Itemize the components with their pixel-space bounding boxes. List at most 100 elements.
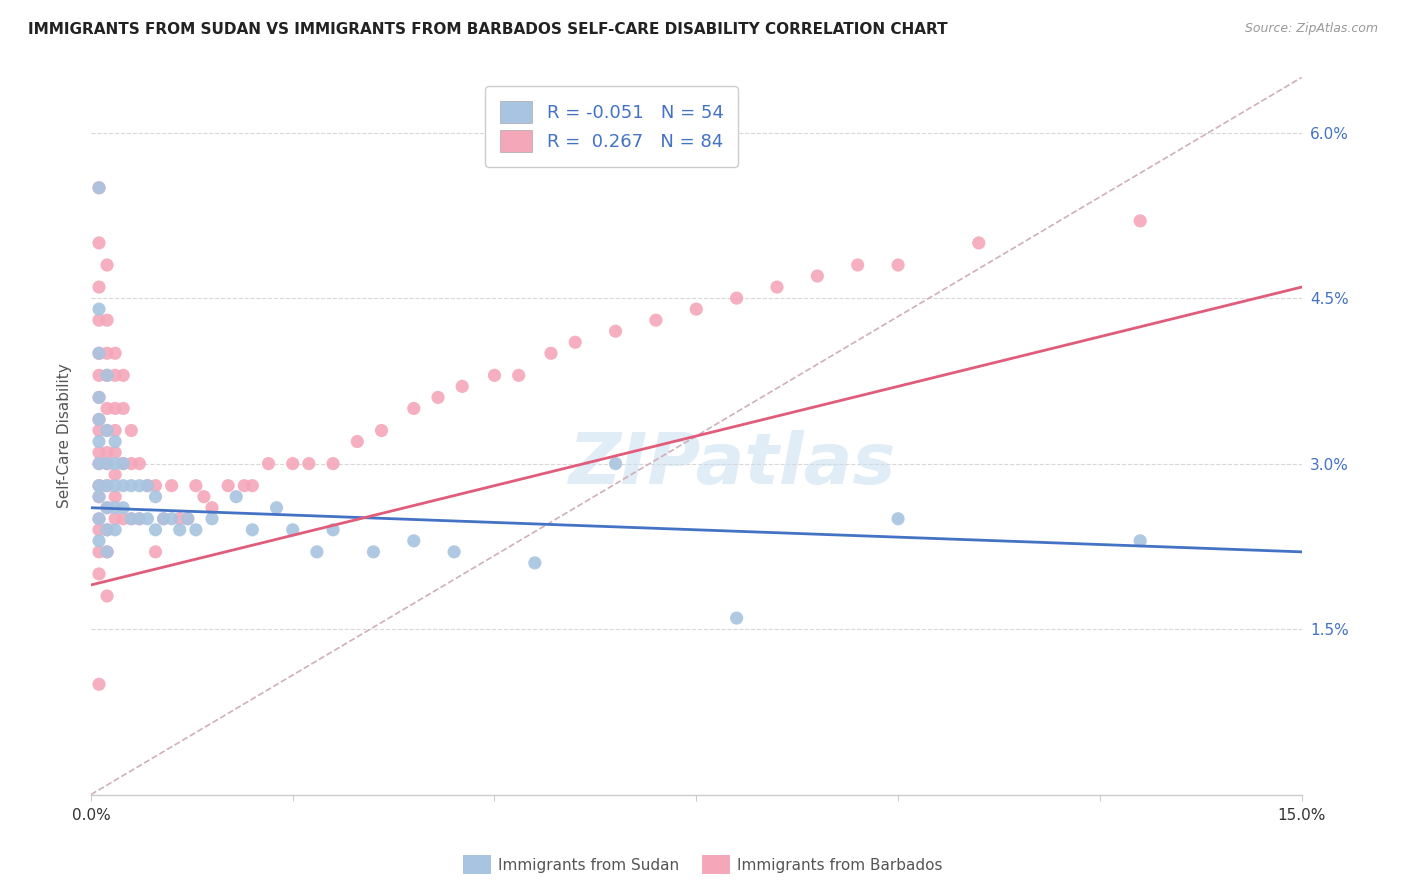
Point: [305, 545, 328, 559]
Point: [87, 523, 110, 537]
Point: [96, 523, 118, 537]
Point: [725, 611, 748, 625]
Point: [169, 523, 191, 537]
Point: [87, 280, 110, 294]
Point: [184, 523, 207, 537]
Point: [87, 412, 110, 426]
Point: [169, 512, 191, 526]
Point: [136, 478, 159, 492]
Point: [104, 445, 127, 459]
Point: [427, 391, 450, 405]
Point: [177, 512, 200, 526]
Point: [96, 500, 118, 515]
Point: [96, 368, 118, 383]
Point: [96, 457, 118, 471]
Point: [112, 457, 135, 471]
Point: [87, 457, 110, 471]
Point: [564, 335, 586, 350]
Y-axis label: Self-Care Disability: Self-Care Disability: [58, 364, 72, 508]
Point: [104, 434, 127, 449]
Point: [402, 533, 425, 548]
Point: [451, 379, 474, 393]
Point: [87, 445, 110, 459]
Point: [128, 478, 150, 492]
Point: [112, 478, 135, 492]
Point: [508, 368, 530, 383]
Point: [104, 368, 127, 383]
Point: [87, 512, 110, 526]
Point: [128, 512, 150, 526]
Point: [87, 181, 110, 195]
Point: [145, 478, 167, 492]
Point: [217, 478, 239, 492]
Point: [128, 457, 150, 471]
Text: ZIPatlas: ZIPatlas: [569, 430, 896, 500]
Legend: Immigrants from Sudan, Immigrants from Barbados: Immigrants from Sudan, Immigrants from B…: [457, 849, 949, 880]
Point: [112, 368, 135, 383]
Point: [104, 512, 127, 526]
Point: [120, 478, 142, 492]
Point: [806, 268, 828, 283]
Point: [87, 391, 110, 405]
Point: [766, 280, 789, 294]
Point: [967, 235, 990, 250]
Point: [160, 478, 183, 492]
Point: [887, 512, 910, 526]
Point: [145, 523, 167, 537]
Point: [96, 424, 118, 438]
Point: [87, 545, 110, 559]
Point: [87, 302, 110, 317]
Point: [87, 490, 110, 504]
Point: [96, 500, 118, 515]
Point: [104, 523, 127, 537]
Point: [87, 412, 110, 426]
Point: [104, 490, 127, 504]
Point: [96, 368, 118, 383]
Point: [281, 523, 304, 537]
Point: [112, 457, 135, 471]
Point: [96, 545, 118, 559]
Point: [846, 258, 869, 272]
Legend: R = -0.051   N = 54, R =  0.267   N = 84: R = -0.051 N = 54, R = 0.267 N = 84: [485, 87, 738, 167]
Point: [257, 457, 280, 471]
Point: [96, 401, 118, 416]
Point: [96, 457, 118, 471]
Point: [152, 512, 174, 526]
Point: [87, 490, 110, 504]
Point: [112, 401, 135, 416]
Point: [96, 346, 118, 360]
Point: [96, 478, 118, 492]
Point: [87, 346, 110, 360]
Point: [96, 589, 118, 603]
Point: [104, 346, 127, 360]
Point: [96, 258, 118, 272]
Point: [120, 424, 142, 438]
Point: [484, 368, 506, 383]
Point: [136, 478, 159, 492]
Point: [96, 424, 118, 438]
Point: [402, 401, 425, 416]
Point: [87, 457, 110, 471]
Point: [112, 512, 135, 526]
Point: [322, 523, 344, 537]
Point: [104, 457, 127, 471]
Point: [87, 368, 110, 383]
Point: [87, 478, 110, 492]
Point: [87, 313, 110, 327]
Point: [152, 512, 174, 526]
Point: [87, 677, 110, 691]
Point: [523, 556, 546, 570]
Point: [184, 478, 207, 492]
Point: [87, 391, 110, 405]
Point: [201, 500, 224, 515]
Point: [177, 512, 200, 526]
Point: [87, 434, 110, 449]
Point: [136, 512, 159, 526]
Point: [104, 424, 127, 438]
Text: Source: ZipAtlas.com: Source: ZipAtlas.com: [1244, 22, 1378, 36]
Point: [104, 478, 127, 492]
Point: [112, 500, 135, 515]
Point: [266, 500, 288, 515]
Point: [540, 346, 562, 360]
Point: [201, 512, 224, 526]
